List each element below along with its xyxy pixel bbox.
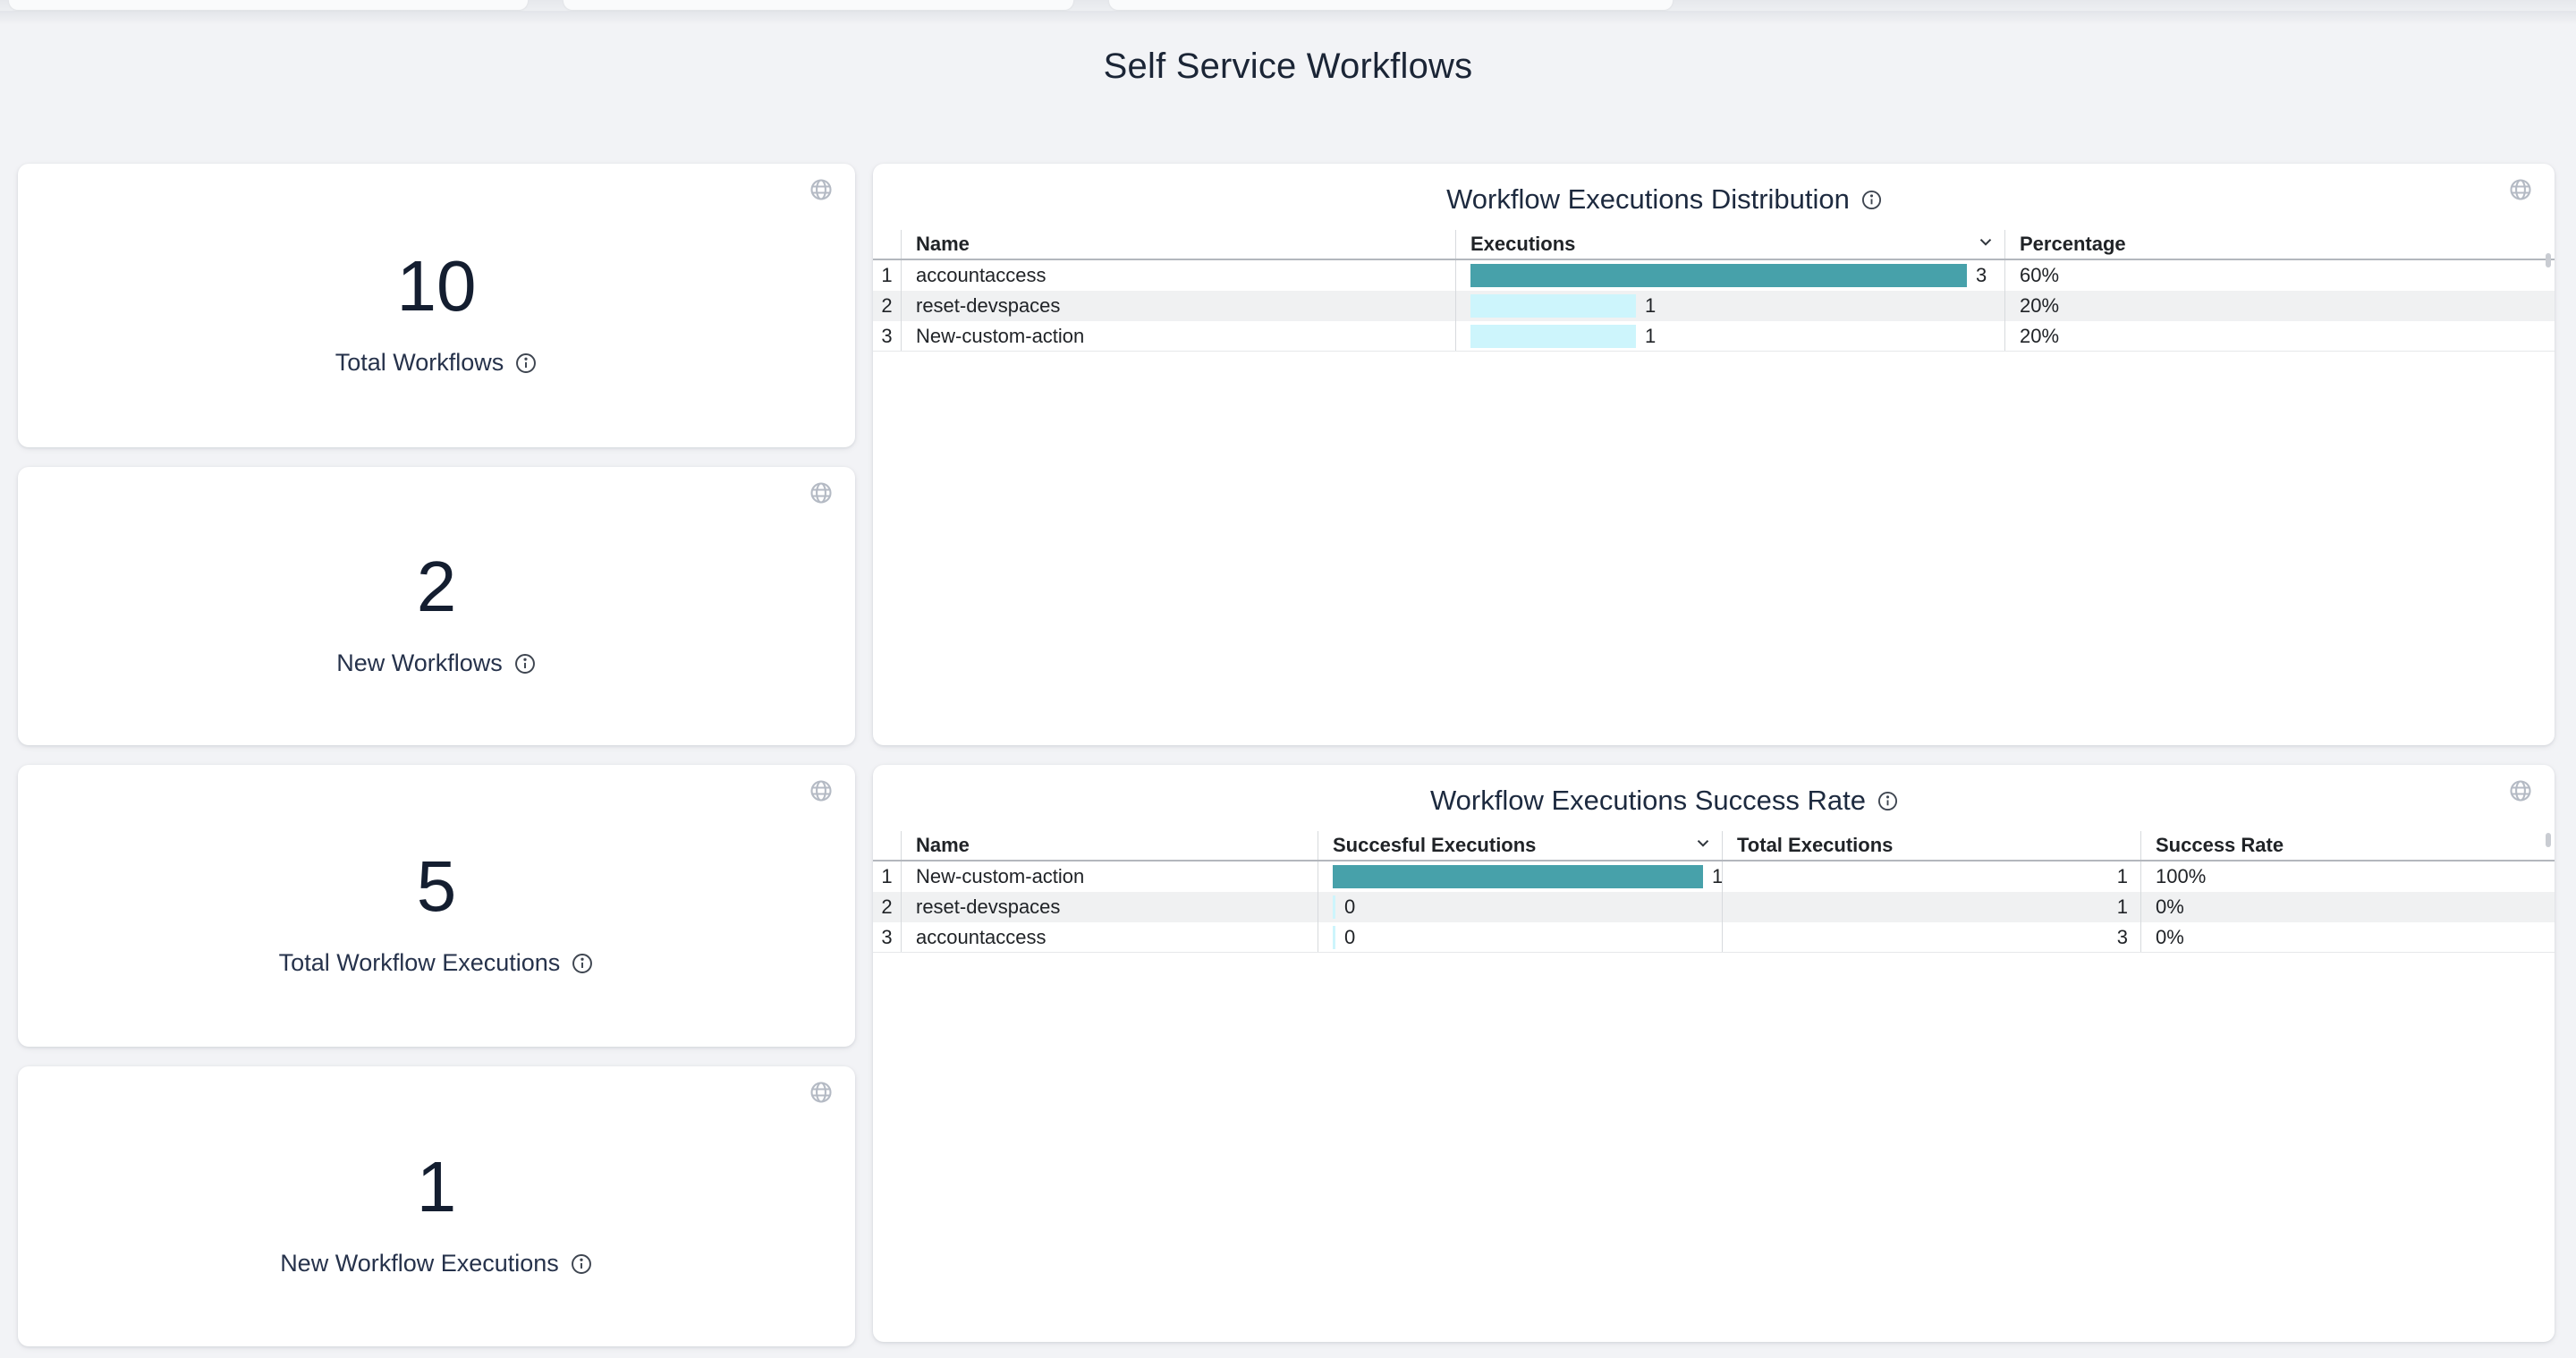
stat-label: Total Workflows (335, 349, 504, 376)
globe-icon[interactable] (809, 778, 834, 803)
info-icon[interactable] (570, 1252, 593, 1276)
distribution-table: Name Executions Percentage 1 accountacce… (873, 230, 2555, 352)
row-index: 2 (881, 895, 893, 918)
table-row: 2 reset-devspaces 1 20% (873, 291, 2555, 321)
workflow-name-cell: accountaccess (901, 260, 1455, 291)
column-header-name[interactable]: Name (901, 230, 1455, 259)
info-icon[interactable] (514, 352, 538, 375)
executions-bar (1470, 294, 1636, 318)
chevron-down-icon (1976, 232, 1996, 257)
success-rate-cell: 0% (2140, 892, 2555, 922)
stat-value: 2 (416, 547, 457, 626)
success-rate-table: Name Succesful Executions Total Executio… (873, 831, 2555, 953)
workflow-name-cell: New-custom-action (901, 861, 1318, 892)
globe-icon[interactable] (809, 1080, 834, 1105)
success-rate-cell: 100% (2140, 861, 2555, 892)
successful-executions-bar-cell: 0 (1318, 922, 1722, 952)
row-index: 3 (881, 925, 893, 948)
table-row: 2 reset-devspaces 0 1 0% (873, 892, 2555, 922)
stat-label: New Workflow Executions (280, 1250, 559, 1277)
successful-executions-bar (1333, 925, 1335, 949)
row-index: 1 (881, 264, 893, 286)
column-header-name[interactable]: Name (901, 831, 1318, 860)
executions-bar-cell: 1 (1455, 321, 2004, 351)
bar-value-label: 0 (1344, 895, 1356, 918)
table-row: 1 accountaccess 3 60% (873, 260, 2555, 291)
executions-bar-cell: 3 (1455, 260, 2004, 291)
executions-bar (1470, 324, 1636, 348)
percentage-cell: 60% (2004, 260, 2555, 291)
table-title: Workflow Executions Distribution (1446, 183, 1850, 215)
total-executions-cell: 1 (1722, 861, 2140, 892)
bar-value-label: 0 (1344, 925, 1356, 948)
info-icon[interactable] (1860, 189, 1883, 211)
column-header-successful-executions[interactable]: Succesful Executions (1318, 831, 1722, 860)
successful-executions-bar (1333, 865, 1703, 888)
table-header-row: Name Succesful Executions Total Executio… (873, 831, 2555, 861)
table-row: 3 accountaccess 0 3 0% (873, 922, 2555, 953)
table-header-row: Name Executions Percentage (873, 230, 2555, 260)
info-icon[interactable] (513, 652, 537, 675)
clipped-card-bottom (564, 0, 1073, 10)
vertical-scrollbar[interactable] (2546, 833, 2551, 847)
row-index: 2 (881, 294, 893, 317)
column-header-executions[interactable]: Executions (1455, 230, 2004, 259)
page-title: Self Service Workflows (1103, 47, 1473, 86)
stat-value: 10 (396, 246, 477, 326)
globe-icon[interactable] (2508, 778, 2533, 803)
column-header-percentage[interactable]: Percentage (2004, 230, 2555, 259)
successful-executions-bar-cell: 0 (1318, 892, 1722, 922)
globe-icon[interactable] (2508, 177, 2533, 202)
globe-icon[interactable] (809, 177, 834, 202)
new-workflow-executions-card: 1 New Workflow Executions (18, 1066, 855, 1346)
workflow-executions-success-rate-card: Workflow Executions Success Rate Name Su… (873, 765, 2555, 1342)
executions-bar (1470, 264, 1967, 287)
bar-value-label: 1 (1712, 865, 1722, 888)
workflow-name-cell: reset-devspaces (901, 892, 1318, 922)
percentage-cell: 20% (2004, 291, 2555, 321)
executions-bar-cell: 1 (1455, 291, 2004, 321)
clipped-card-bottom (9, 0, 528, 10)
workflow-name-cell: reset-devspaces (901, 291, 1455, 321)
total-workflows-card: 10 Total Workflows (18, 164, 855, 447)
success-rate-cell: 0% (2140, 922, 2555, 952)
vertical-scrollbar[interactable] (2546, 253, 2551, 267)
stat-label: Total Workflow Executions (278, 949, 561, 976)
bar-value-label: 1 (1645, 324, 1657, 347)
stat-value: 5 (416, 846, 457, 926)
stat-label: New Workflows (336, 649, 503, 676)
globe-icon[interactable] (809, 480, 834, 505)
column-header-total-executions[interactable]: Total Executions (1722, 831, 2140, 860)
top-clipped-row (0, 0, 2576, 25)
workflow-name-cell: New-custom-action (901, 321, 1455, 351)
percentage-cell: 20% (2004, 321, 2555, 351)
chevron-down-icon (1693, 833, 1713, 858)
total-executions-cell: 1 (1722, 892, 2140, 922)
info-icon[interactable] (571, 952, 594, 975)
total-executions-cell: 3 (1722, 922, 2140, 952)
row-index: 1 (881, 865, 893, 887)
column-header-success-rate[interactable]: Success Rate (2140, 831, 2555, 860)
row-index: 3 (881, 324, 893, 347)
stat-value: 1 (416, 1147, 457, 1226)
successful-executions-bar-cell: 1 (1318, 861, 1722, 892)
clipped-card-bottom (1109, 0, 1673, 10)
new-workflows-card: 2 New Workflows (18, 467, 855, 745)
table-title: Workflow Executions Success Rate (1429, 785, 1866, 816)
workflow-name-cell: accountaccess (901, 922, 1318, 952)
total-workflow-executions-card: 5 Total Workflow Executions (18, 765, 855, 1047)
info-icon[interactable] (1877, 790, 1899, 812)
table-row: 1 New-custom-action 1 1 100% (873, 861, 2555, 892)
bar-value-label: 1 (1645, 294, 1657, 317)
table-row: 3 New-custom-action 1 20% (873, 321, 2555, 352)
bar-value-label: 3 (1976, 264, 1987, 286)
workflow-executions-distribution-card: Workflow Executions Distribution Name Ex… (873, 164, 2555, 745)
successful-executions-bar (1333, 895, 1335, 919)
